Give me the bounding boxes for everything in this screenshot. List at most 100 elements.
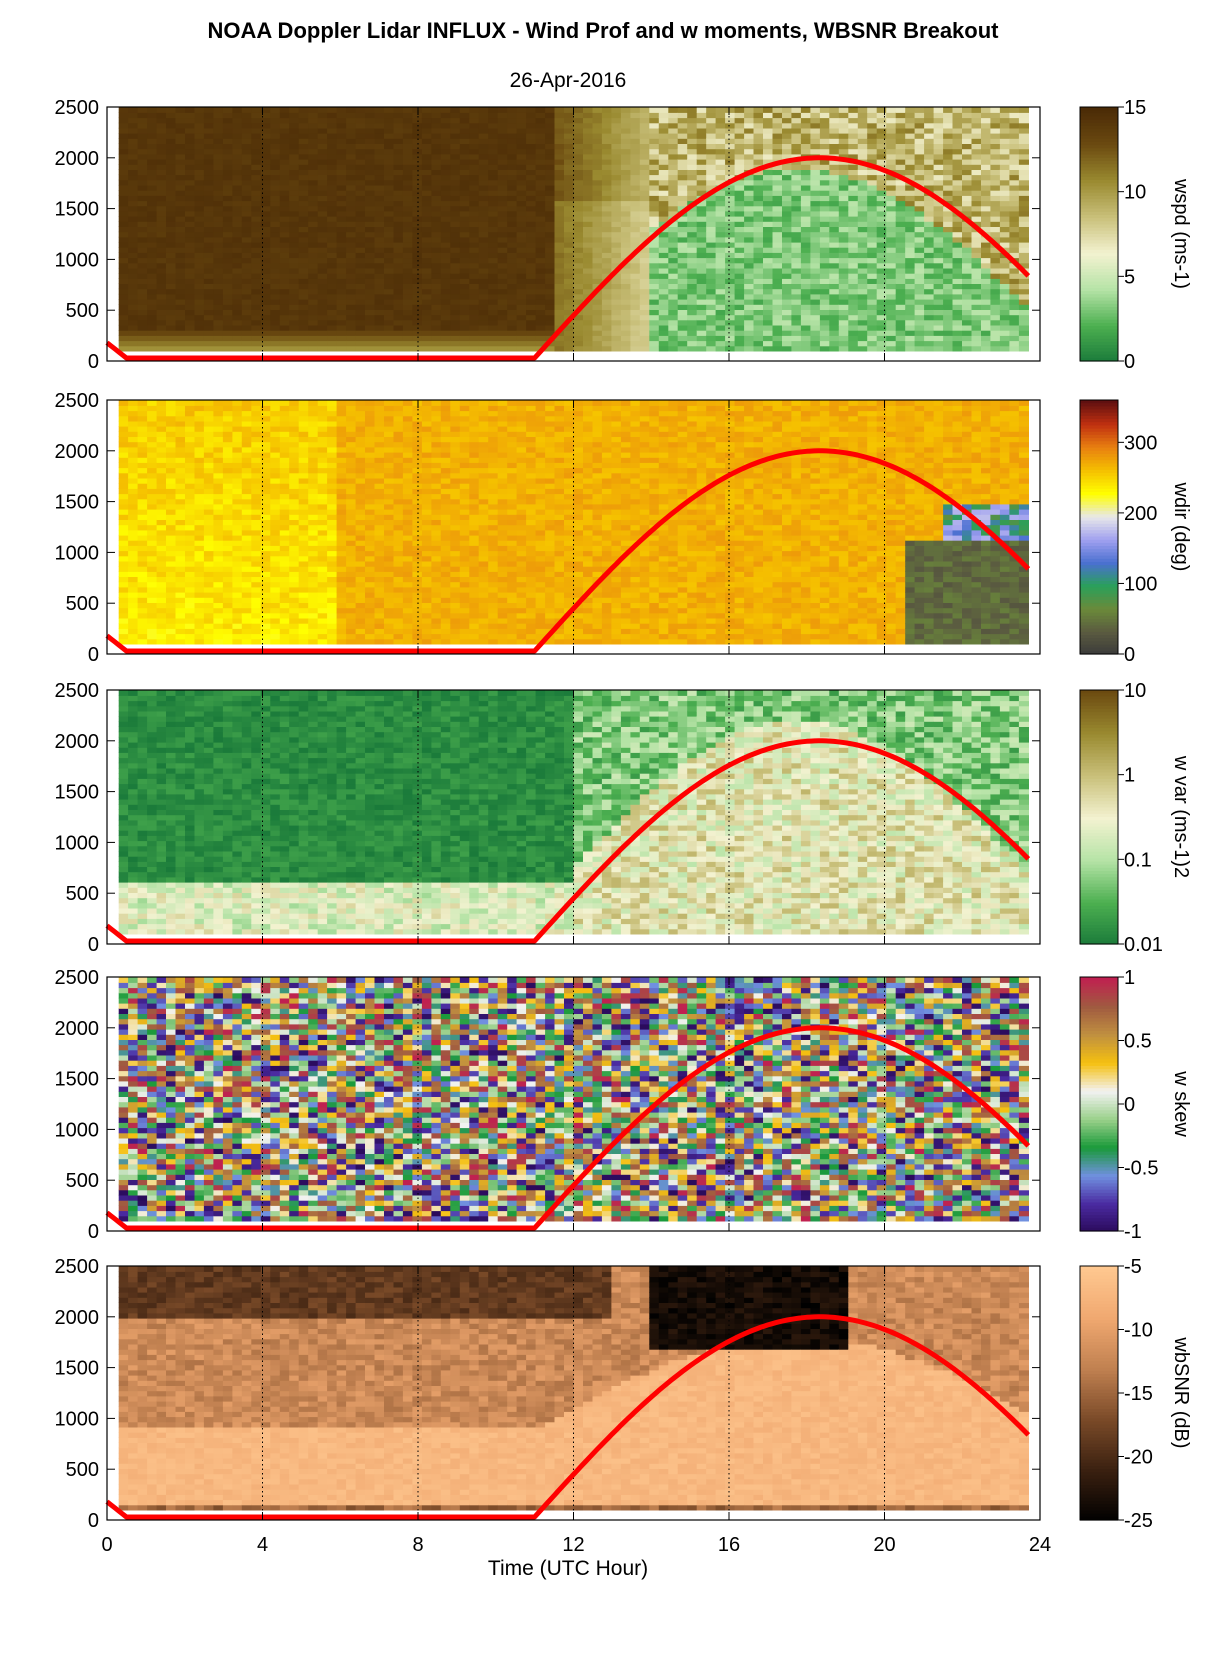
heatmap-cell [251,159,262,165]
heatmap-cell [346,330,357,336]
heatmap-cell [327,293,338,300]
heatmap-cell [166,446,177,453]
heatmap-cell [639,231,650,238]
heatmap-cell [592,257,603,264]
heatmap-cell [999,184,1010,191]
heatmap-cell [886,190,897,196]
heatmap-cell [156,483,167,489]
heatmap-cell [421,179,432,186]
heatmap-cell [251,267,262,274]
heatmap-cell [620,247,631,253]
heatmap-cell [384,184,395,191]
heatmap-cell [384,288,395,295]
heatmap-cell [128,586,139,593]
heatmap-cell [886,138,897,144]
heatmap-cell [592,127,603,134]
heatmap-cell [346,247,357,253]
heatmap-cell [507,345,518,352]
colorbar-step [1080,243,1118,248]
heatmap-cell [355,236,366,243]
heatmap-cell [440,184,451,191]
heatmap-cell [118,127,129,134]
heatmap-cell [355,283,366,290]
heatmap-cell [497,236,508,243]
heatmap-cell [175,493,186,500]
heatmap-cell [185,623,196,629]
heatmap-cell [421,169,432,176]
heatmap-cell [763,184,774,191]
heatmap-cell [327,153,338,160]
heatmap-cell [535,138,546,144]
heatmap-cell [895,159,906,165]
heatmap-cell [573,164,584,170]
heatmap-cell [393,267,404,274]
heatmap-cell [1009,335,1020,342]
heatmap-cell [668,267,679,274]
heatmap-cell [412,257,423,264]
heatmap-cell [194,153,205,160]
heatmap-cell [374,273,385,279]
heatmap-cell [497,210,508,217]
colorbar-step [1080,294,1118,299]
heatmap-cell [147,550,158,557]
colorbar-step [1080,357,1118,362]
heatmap-cell [573,184,584,191]
heatmap-cell [791,226,802,233]
heatmap-cell [819,138,830,144]
heatmap-cell [118,540,129,546]
heatmap-cell [270,273,281,279]
heatmap-cell [507,283,518,290]
heatmap-cell [573,112,584,119]
heatmap-cell [175,467,186,474]
heatmap-cell [166,555,177,562]
heatmap-cell [336,107,347,113]
heatmap-cell [782,293,793,300]
heatmap-cell [649,241,660,248]
heatmap-cell [649,304,660,310]
heatmap-cell [431,257,442,264]
heatmap-cell [763,236,774,243]
heatmap-cell [241,164,252,170]
heatmap-cell [573,345,584,352]
heatmap-cell [384,216,395,222]
heatmap-cell [971,252,982,259]
heatmap-cell [440,257,451,264]
heatmap-cell [999,236,1010,243]
heatmap-cell [763,210,774,217]
heatmap-cell [999,324,1010,331]
heatmap-cell [857,195,868,202]
heatmap-cell [185,628,196,635]
heatmap-cell [402,200,413,207]
heatmap-cell [374,133,385,139]
heatmap-cell [649,179,660,186]
heatmap-cell [857,174,868,181]
heatmap-cell [289,309,300,316]
heatmap-cell [147,509,158,515]
heatmap-cell [213,273,224,279]
heatmap-cell [810,205,821,212]
heatmap-cell [554,169,565,176]
heatmap-cell [696,148,707,155]
heatmap-cell [687,159,698,165]
heatmap-cell [365,133,376,139]
heatmap-cell [270,205,281,212]
heatmap-cell [421,112,432,119]
heatmap-cell [402,340,413,347]
heatmap-cell [298,304,309,310]
heatmap-cell [450,179,461,186]
heatmap-cell [156,426,167,432]
heatmap-cell [393,340,404,347]
heatmap-cell [734,143,745,150]
heatmap-cell [175,293,186,300]
heatmap-cell [526,304,537,310]
heatmap-cell [687,241,698,248]
heatmap-cell [999,345,1010,352]
heatmap-cell [829,304,840,310]
heatmap-cell [800,184,811,191]
heatmap-cell [336,133,347,139]
heatmap-cell [753,226,764,233]
heatmap-cell [819,236,830,243]
heatmap-cell [857,190,868,196]
heatmap-cell [886,127,897,134]
heatmap-cell [137,405,148,412]
